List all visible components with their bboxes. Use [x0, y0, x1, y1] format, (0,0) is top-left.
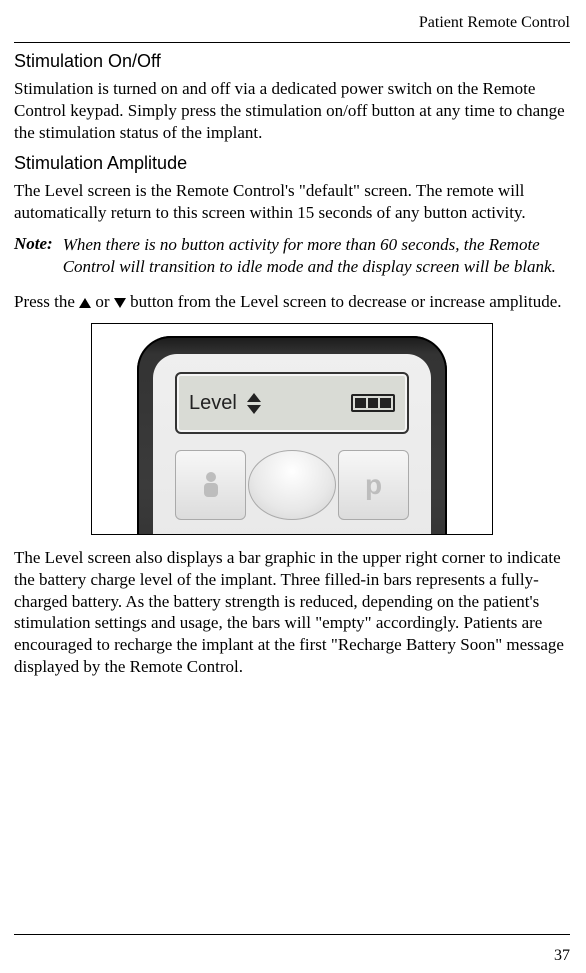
instruction-line: Press the or button from the Level scree… [14, 291, 570, 313]
para-onoff: Stimulation is turned on and off via a d… [14, 78, 570, 143]
para-amplitude: The Level screen is the Remote Control's… [14, 180, 570, 224]
left-soft-button [175, 450, 246, 520]
triangle-up-icon [79, 298, 91, 308]
battery-icon [351, 394, 395, 412]
note-block: Note: When there is no button activity f… [14, 234, 570, 278]
page-number: 37 [554, 947, 570, 965]
note-body: When there is no button activity for mor… [63, 234, 570, 278]
p-glyph: p [365, 469, 382, 501]
right-soft-button: p [338, 450, 409, 520]
rule-bottom [14, 934, 570, 935]
instruction-pre: Press the [14, 292, 79, 311]
screen-label: Level [189, 392, 237, 415]
remote-device: Level [137, 336, 447, 535]
note-label: Note: [14, 234, 63, 278]
center-nav-button [248, 450, 336, 520]
device-face: Level [153, 354, 431, 535]
running-header: Patient Remote Control [14, 14, 570, 32]
triangle-down-icon [114, 298, 126, 308]
section-title-onoff: Stimulation On/Off [14, 51, 570, 72]
updown-icon [247, 393, 261, 414]
para-after-figure: The Level screen also displays a bar gra… [14, 547, 570, 678]
section-title-amplitude: Stimulation Amplitude [14, 153, 570, 174]
instruction-post: button from the Level screen to decrease… [126, 292, 562, 311]
device-figure: Level [91, 323, 493, 535]
rule-top [14, 42, 570, 43]
device-screen: Level [175, 372, 409, 434]
instruction-mid: or [91, 292, 114, 311]
button-row: p [175, 450, 409, 520]
person-icon [198, 470, 224, 500]
